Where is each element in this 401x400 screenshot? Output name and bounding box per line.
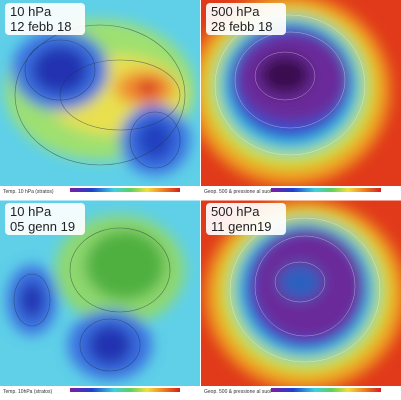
color-bar (70, 388, 180, 392)
label-bottom: 28 febb 18 (211, 19, 272, 34)
label-top: 10 hPa (10, 204, 52, 219)
label-bottom: 11 genn19 (211, 219, 272, 234)
label-box (5, 203, 85, 235)
color-bar (271, 388, 381, 392)
label-top: 10 hPa (10, 4, 52, 19)
caption: Geop. 500 & pressione al suol (204, 389, 271, 395)
caption: Temp. 10 hPa (stratos) (3, 189, 54, 195)
color-bar (271, 188, 381, 192)
label-bottom: 12 febb 18 (10, 19, 71, 34)
caption: Geop. 500 & pressione al suol (204, 189, 271, 195)
label-top: 500 hPa (211, 4, 260, 19)
label-box (206, 3, 286, 35)
map-panel (201, 200, 401, 386)
label-bottom: 05 genn 19 (10, 219, 75, 234)
label-top: 500 hPa (211, 204, 260, 219)
caption: Temp. 10hPa (stratos) (3, 389, 53, 395)
color-bar (70, 188, 180, 192)
map-panel (0, 0, 200, 186)
label-box (206, 203, 286, 235)
label-box (5, 3, 85, 35)
